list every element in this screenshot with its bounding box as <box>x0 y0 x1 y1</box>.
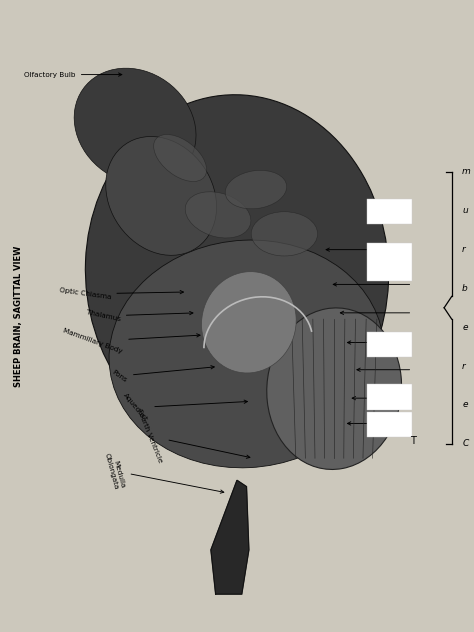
Text: Medulla
Oblongata: Medulla Oblongata <box>103 451 224 493</box>
Text: Optic Chiasma: Optic Chiasma <box>59 288 183 300</box>
Polygon shape <box>211 480 249 594</box>
Text: r: r <box>462 362 466 370</box>
Ellipse shape <box>85 95 389 449</box>
Text: e: e <box>462 323 468 332</box>
Text: Pons: Pons <box>111 365 214 383</box>
Text: e: e <box>462 400 468 410</box>
Ellipse shape <box>267 308 401 470</box>
Ellipse shape <box>74 68 196 185</box>
Ellipse shape <box>109 240 384 468</box>
Text: C: C <box>462 439 468 448</box>
Text: m: m <box>462 167 471 176</box>
Text: u: u <box>462 206 468 216</box>
Text: T: T <box>410 435 416 446</box>
Bar <box>367 199 412 224</box>
Text: Mammillary Body: Mammillary Body <box>62 328 200 355</box>
Ellipse shape <box>185 191 251 238</box>
Ellipse shape <box>251 212 318 256</box>
Text: Fourth Ventricle: Fourth Ventricle <box>137 408 250 464</box>
Bar <box>367 384 412 410</box>
Bar <box>367 332 412 357</box>
Ellipse shape <box>201 272 296 373</box>
Text: SHEEP BRAIN, SAGITTAL VIEW: SHEEP BRAIN, SAGITTAL VIEW <box>14 245 22 387</box>
Ellipse shape <box>225 171 287 209</box>
Ellipse shape <box>154 135 207 181</box>
Text: b: b <box>462 284 468 293</box>
Text: Thalamus: Thalamus <box>85 310 193 322</box>
Text: Olfactory Bulb: Olfactory Bulb <box>24 71 122 78</box>
Bar <box>367 243 412 281</box>
Text: r: r <box>462 245 466 254</box>
Ellipse shape <box>106 137 217 255</box>
Bar <box>367 412 412 437</box>
Text: Aqueduct: Aqueduct <box>122 392 247 423</box>
